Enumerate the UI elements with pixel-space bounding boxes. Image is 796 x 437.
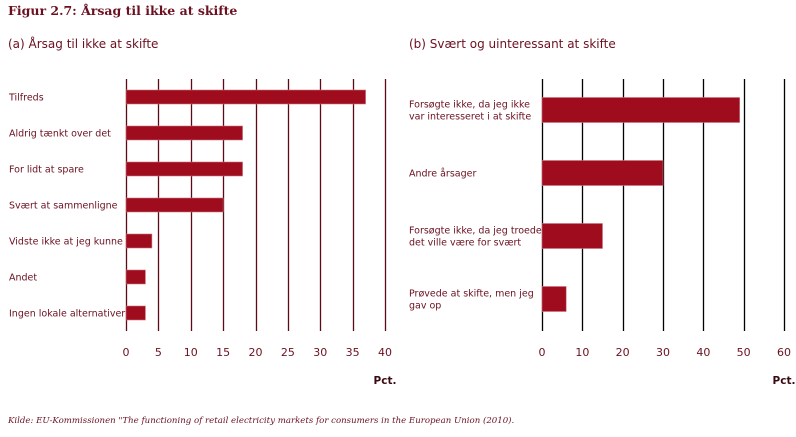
category-label-line: Forsøgte ikke, da jeg ikke — [409, 100, 530, 111]
x-tick-label: 30 — [313, 346, 327, 359]
panel-a-chart: 0 5 10 15 20 25 30 35 40 Tilfreds Aldrig tænkt ove… — [8, 79, 396, 387]
x-tick-label: 40 — [696, 346, 710, 359]
category-label-line: Aldrig tænkt over det — [9, 129, 111, 140]
category-label: Aldrig tænkt over det — [9, 129, 111, 140]
bar — [541, 223, 603, 249]
panel-b-chart: 0 10 20 30 40 50 60 Forsøgte ikke, da jeg ikke v… — [409, 79, 795, 387]
category-label-line: Prøvede at skifte, men jeg — [409, 289, 534, 300]
x-tick-label: 30 — [656, 346, 670, 359]
bar — [125, 161, 243, 177]
bar — [125, 197, 224, 213]
x-tick-label: 0 — [123, 346, 130, 359]
category-label: Tilfreds — [8, 93, 44, 104]
x-tick-label: 40 — [378, 346, 392, 359]
bar — [125, 305, 146, 321]
category-label: For lidt at spare — [9, 165, 84, 176]
panel-b-title: (b) Svært og uinteressant at skifte — [409, 37, 616, 51]
category-label: Ingen lokale alternativer — [9, 309, 125, 320]
figure-title: Figur 2.7: Årsag til ikke at skifte — [8, 3, 238, 18]
bar — [125, 89, 366, 105]
category-label-line: var interesseret i at skifte — [409, 112, 531, 123]
category-label-line: Tilfreds — [8, 93, 44, 104]
category-label: Vidste ikke at jeg kunne — [9, 237, 123, 248]
x-axis-label: Pct. — [773, 375, 796, 387]
x-tick-label: 60 — [777, 346, 791, 359]
category-label-line: Ingen lokale alternativer — [9, 309, 125, 320]
x-tick-label: 0 — [539, 346, 546, 359]
category-label-line: det ville være for svært — [409, 238, 521, 249]
x-tick-label: 10 — [184, 346, 198, 359]
category-label-line: Forsøgte ikke, da jeg troede — [409, 226, 542, 237]
category-label-line: For lidt at spare — [9, 165, 84, 176]
x-tick-label: 20 — [616, 346, 630, 359]
panel-a-title: (a) Årsag til ikke at skifte — [8, 37, 159, 51]
x-tick-label: 50 — [737, 346, 751, 359]
category-label-line: Andet — [9, 273, 37, 284]
x-tick-label: 25 — [281, 346, 295, 359]
bar — [125, 125, 243, 141]
x-tick-label: 35 — [346, 346, 360, 359]
bar — [125, 269, 146, 285]
source-note: Kilde: EU-Kommissionen "The functioning … — [8, 416, 515, 426]
category-label: Forsøgte ikke, da jeg troede det ville væ… — [409, 226, 542, 249]
category-label: Forsøgte ikke, da jeg ikke var interesser… — [409, 100, 531, 123]
bar — [541, 286, 567, 312]
bar — [541, 160, 664, 186]
bar — [125, 233, 153, 249]
x-tick-label: 20 — [249, 346, 263, 359]
category-label-line: Vidste ikke at jeg kunne — [9, 237, 123, 248]
x-tick-label: 5 — [155, 346, 162, 359]
category-label-line: Andre årsager — [409, 169, 476, 180]
category-label: Andre årsager — [409, 169, 476, 180]
x-axis-label: Pct. — [374, 375, 397, 387]
category-label: Svært at sammenligne — [9, 201, 118, 212]
bar — [541, 97, 740, 123]
x-tick-label: 15 — [216, 346, 230, 359]
category-label-line: Svært at sammenligne — [9, 201, 118, 212]
category-label: Prøvede at skifte, men jeg gav op — [409, 289, 534, 312]
category-label-line: gav op — [409, 301, 441, 312]
category-label: Andet — [9, 273, 37, 284]
x-tick-label: 10 — [575, 346, 589, 359]
